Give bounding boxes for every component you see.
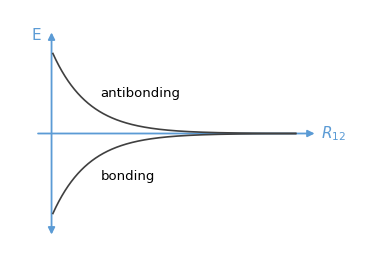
Text: $R_{12}$: $R_{12}$: [322, 124, 347, 143]
Text: E: E: [32, 28, 41, 43]
Text: bonding: bonding: [100, 170, 155, 183]
Text: antibonding: antibonding: [100, 87, 181, 100]
